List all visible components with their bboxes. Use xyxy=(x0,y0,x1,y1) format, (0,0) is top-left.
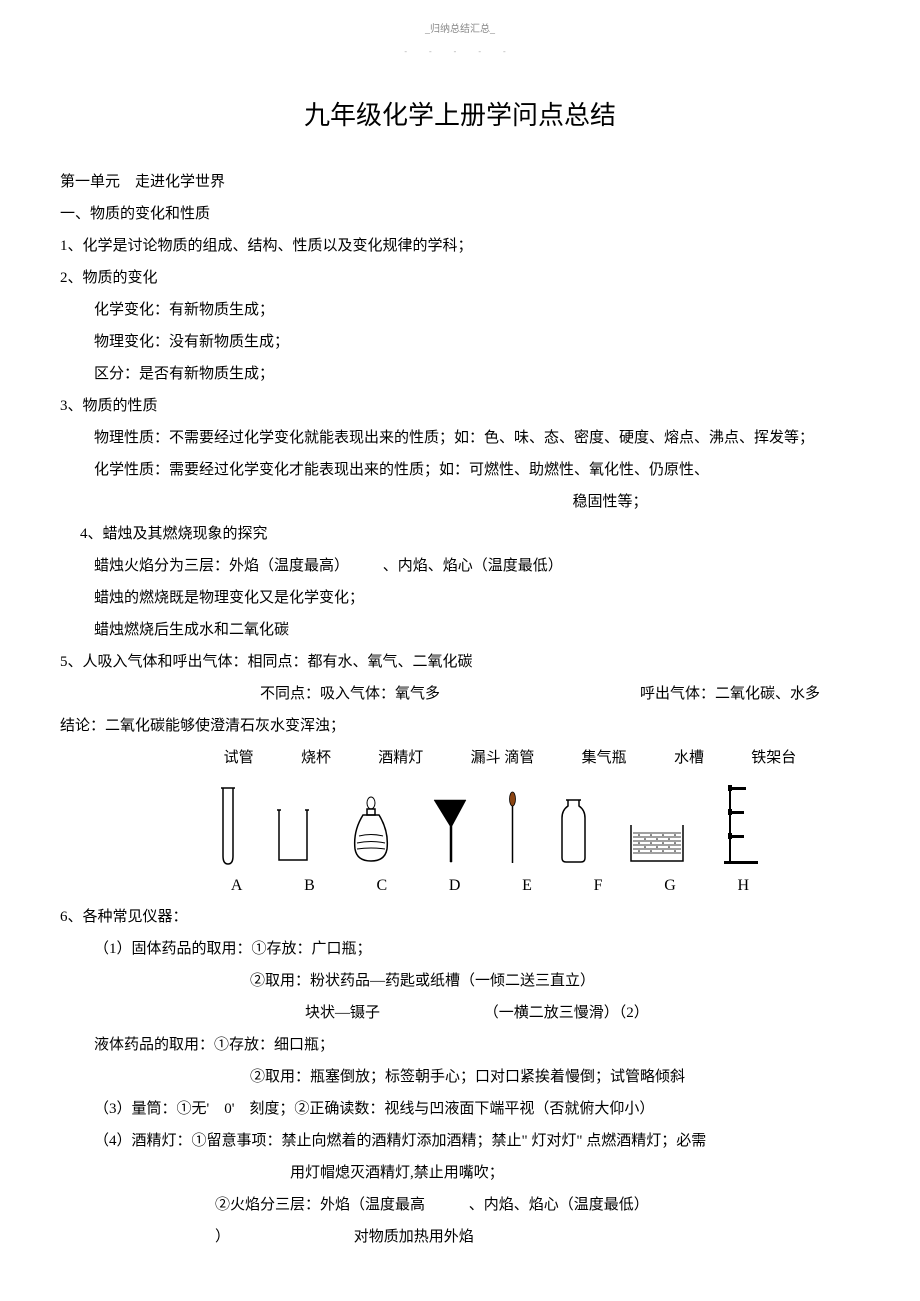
point-6-4b-left: ②火焰分三层：外焰（温度最高 xyxy=(215,1197,425,1213)
point-4a-right: 、内焰、焰心（温度最低） xyxy=(383,558,563,574)
inst-name-1: 烧杯 xyxy=(301,743,331,773)
point-4: 4、蜡烛及其燃烧现象的探究 xyxy=(60,519,860,549)
inst-label-b: B xyxy=(304,870,315,902)
inst-label-d: D xyxy=(449,870,461,902)
inst-name-6: 铁架台 xyxy=(751,743,796,773)
point-6-4: （4）酒精灯：①留意事项：禁止向燃着的酒精灯添加酒精；禁止" 灯对灯" 点燃酒精… xyxy=(60,1126,860,1156)
inst-name-3: 漏斗 滴管 xyxy=(471,743,535,773)
unit-title: 第一单元 走进化学世界 xyxy=(60,167,860,197)
point-6: 6、各种常见仪器： xyxy=(60,902,860,932)
funnel-icon xyxy=(430,796,470,866)
point-4b: 蜡烛的燃烧既是物理变化又是化学变化； xyxy=(60,583,860,613)
instruments-diagram xyxy=(200,781,780,866)
point-6-1b-left: 块状—镊子 xyxy=(305,1005,380,1021)
point-4a: 蜡烛火焰分为三层：外焰（温度最高） 、内焰、焰心（温度最低） xyxy=(60,551,860,581)
inst-label-f: F xyxy=(594,870,603,902)
inst-label-c: C xyxy=(376,870,387,902)
inst-label-a: A xyxy=(231,870,243,902)
test-tube-icon xyxy=(218,786,238,866)
header-summary-label: _归纳总结汇总_ xyxy=(60,20,860,40)
point-3: 3、物质的性质 xyxy=(60,391,860,421)
gas-bottle-icon xyxy=(556,796,591,866)
point-2: 2、物质的变化 xyxy=(60,263,860,293)
inst-label-e: E xyxy=(522,870,532,902)
section-1-title: 一、物质的变化和性质 xyxy=(60,199,860,229)
beaker-icon xyxy=(273,806,313,866)
point-2b: 物理变化：没有新物质生成； xyxy=(60,327,860,357)
point-4a-left: 蜡烛火焰分为三层：外焰（温度最高） xyxy=(94,558,349,574)
point-6-4a: 用灯帽熄灭酒精灯,禁止用嘴吹； xyxy=(60,1158,860,1188)
instrument-names-row: 试管 烧杯 酒精灯 漏斗 滴管 集气瓶 水槽 铁架台 xyxy=(200,743,820,773)
iron-stand-icon xyxy=(722,781,762,866)
inst-name-5: 水槽 xyxy=(674,743,704,773)
point-6-1b: 块状—镊子 （一横二放三慢滑）（2） xyxy=(60,998,860,1028)
page-title: 九年级化学上册学问点总结 xyxy=(60,90,860,142)
point-3c: 稳固性等； xyxy=(60,487,860,517)
point-6-1b-right: （一横二放三慢滑）（2） xyxy=(484,1005,649,1021)
point-5a-left: 不同点：吸入气体：氧气多 xyxy=(260,679,440,709)
point-6-4c-left: ） xyxy=(215,1229,230,1245)
point-6-4c: ） 对物质加热用外焰 xyxy=(60,1222,860,1252)
point-2a: 化学变化：有新物质生成； xyxy=(60,295,860,325)
point-3a: 物理性质：不需要经过化学变化就能表现出来的性质；如：色、味、态、密度、硬度、熔点… xyxy=(60,423,860,453)
water-trough-icon xyxy=(627,821,687,866)
point-6-2a: ②取用：瓶塞倒放；标签朝手心；口对口紧挨着慢倒；试管略倾斜 xyxy=(60,1062,860,1092)
dropper-icon xyxy=(505,791,520,866)
point-6-2: 液体药品的取用：①存放：细口瓶； xyxy=(60,1030,860,1060)
inst-name-0: 试管 xyxy=(224,743,254,773)
point-2c: 区分：是否有新物质生成； xyxy=(60,359,860,389)
alcohol-lamp-icon xyxy=(349,791,394,866)
instrument-labels-row: A B C D E F G H xyxy=(200,870,780,902)
point-4c: 蜡烛燃烧后生成水和二氧化碳 xyxy=(60,615,860,645)
point-1: 1、化学是讨论物质的组成、结构、性质以及变化规律的学科； xyxy=(60,231,860,261)
inst-label-h: H xyxy=(737,870,749,902)
header-dashes: - - - - - xyxy=(60,44,860,60)
inst-name-2: 酒精灯 xyxy=(378,743,423,773)
point-5a-right: 呼出气体：二氧化碳、水多 xyxy=(640,679,820,709)
point-6-3: （3）量筒：①无' 0' 刻度；②正确读数：视线与凹液面下端平视（否就俯大仰小） xyxy=(60,1094,860,1124)
point-5b: 结论：二氧化碳能够使澄清石灰水变浑浊； xyxy=(60,711,860,741)
point-5: 5、人吸入气体和呼出气体：相同点：都有水、氧气、二氧化碳 xyxy=(60,647,860,677)
point-6-4b: ②火焰分三层：外焰（温度最高 、内焰、焰心（温度最低） xyxy=(60,1190,860,1220)
point-5a: 不同点：吸入气体：氧气多 呼出气体：二氧化碳、水多 xyxy=(60,679,860,709)
point-3b: 化学性质：需要经过化学变化才能表现出来的性质；如：可燃性、助燃性、氧化性、仍原性… xyxy=(60,455,860,485)
point-6-4c-right: 对物质加热用外焰 xyxy=(354,1229,474,1245)
point-6-1a: ②取用：粉状药品—药匙或纸槽（一倾二送三直立） xyxy=(60,966,860,996)
point-6-4b-right: 、内焰、焰心（温度最低） xyxy=(469,1197,649,1213)
inst-label-g: G xyxy=(664,870,676,902)
inst-name-4: 集气瓶 xyxy=(582,743,627,773)
point-6-1: （1）固体药品的取用：①存放：广口瓶； xyxy=(60,934,860,964)
